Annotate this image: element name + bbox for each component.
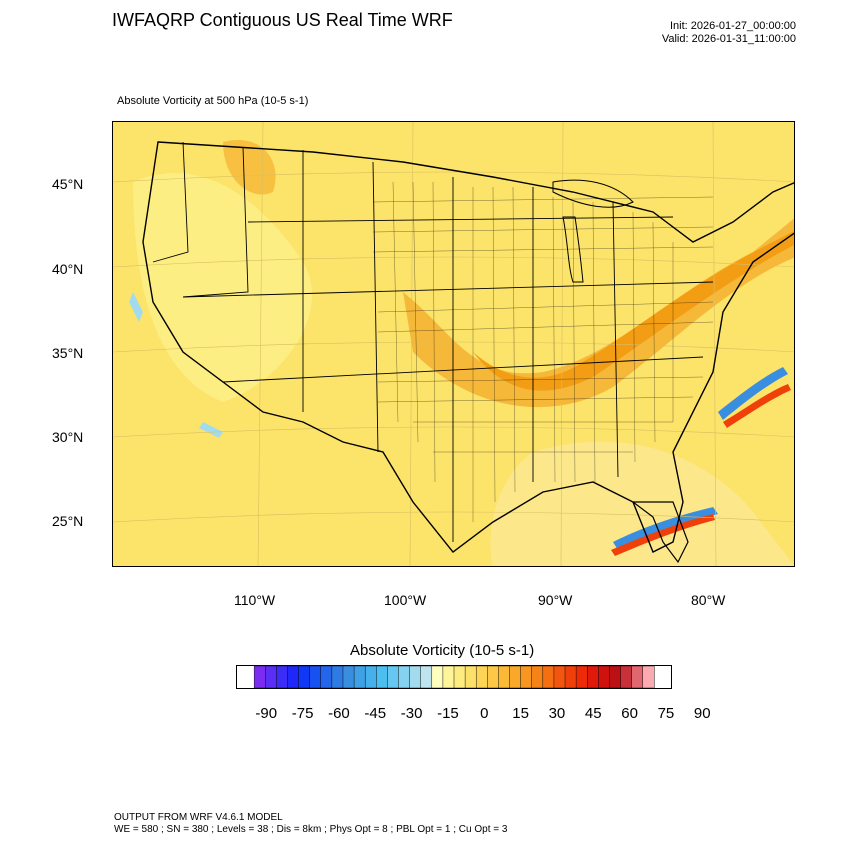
lon-label-110: 110°W bbox=[234, 592, 276, 608]
county-boundaries bbox=[372, 181, 714, 522]
lon-label-100: 100°W bbox=[384, 592, 427, 608]
colorbar-swatch bbox=[609, 666, 622, 688]
colorbar-swatch bbox=[642, 666, 655, 688]
model-settings: WE = 580 ; SN = 380 ; Levels = 38 ; Dis … bbox=[114, 824, 508, 835]
colorbar-swatch bbox=[342, 666, 355, 688]
colorbar-tick-label: -90 bbox=[255, 705, 278, 722]
colorbar-swatch bbox=[331, 666, 344, 688]
colorbar-swatch bbox=[309, 666, 322, 688]
vorticity-map bbox=[112, 121, 795, 567]
lat-label-40: 40°N bbox=[52, 261, 84, 277]
colorbar-swatch bbox=[320, 666, 333, 688]
colorbar-tick-label: 60 bbox=[621, 705, 638, 722]
colorbar-tick-label: 75 bbox=[657, 705, 675, 722]
plot-title: IWFAQRP Contiguous US Real Time WRF bbox=[112, 10, 453, 30]
map-canvas bbox=[113, 122, 794, 566]
vorticity-core bbox=[473, 231, 794, 391]
colorbar-swatch bbox=[442, 666, 455, 688]
positive-vorticity-streak bbox=[611, 514, 715, 556]
colorbar-tick-label: 30 bbox=[548, 705, 566, 722]
colorbar-swatch bbox=[387, 666, 400, 688]
great-lakes bbox=[552, 179, 634, 208]
colorbar-swatch bbox=[598, 666, 611, 688]
init-time: Init: 2026-01-27_00:00:00 bbox=[670, 20, 796, 32]
colorbar-swatch bbox=[620, 666, 633, 688]
colorbar-swatch bbox=[509, 666, 522, 688]
pacific-streak bbox=[129, 292, 143, 322]
colorbar-swatch bbox=[520, 666, 533, 688]
colorbar-swatch bbox=[586, 666, 600, 688]
colorbar-swatch bbox=[631, 666, 644, 688]
colorbar-swatch bbox=[498, 666, 511, 688]
lake-michigan bbox=[562, 216, 584, 283]
colorbar-tick-label: -60 bbox=[328, 705, 350, 722]
colorbar-swatch bbox=[276, 666, 289, 688]
colorbar-tick-label: 45 bbox=[584, 705, 602, 722]
lat-label-25: 25°N bbox=[52, 513, 84, 529]
colorbar-tick-label: 15 bbox=[512, 705, 529, 722]
lon-label-90: 90°W bbox=[538, 592, 573, 608]
colorbar-swatch bbox=[487, 666, 500, 688]
colorbar-swatch bbox=[398, 666, 411, 688]
colorbar-tick-label: -15 bbox=[437, 705, 459, 722]
lon-label-80: 80°W bbox=[691, 592, 726, 608]
colorbar-swatch bbox=[553, 666, 566, 688]
colorbar-swatch bbox=[475, 666, 488, 688]
colorbar-tick-label: -30 bbox=[400, 705, 423, 722]
colorbar-swatch bbox=[376, 666, 389, 688]
colorbar-swatch bbox=[353, 666, 366, 688]
desert-streak bbox=[199, 422, 223, 438]
colorbar-title: Absolute Vorticity (10-5 s-1) bbox=[350, 642, 535, 659]
colorbar-swatch bbox=[431, 666, 444, 688]
colorbar-swatch bbox=[542, 666, 555, 688]
colorbar-swatch bbox=[265, 666, 278, 688]
florida-peninsula bbox=[631, 501, 689, 564]
model-info: OUTPUT FROM WRF V4.6.1 MODEL bbox=[114, 812, 283, 823]
colorbar-tick-label: 0 bbox=[480, 705, 489, 722]
lat-label-35: 35°N bbox=[52, 345, 84, 361]
colorbar-tick-label: -45 bbox=[364, 705, 387, 722]
colorbar-swatch bbox=[531, 666, 544, 688]
country-outline bbox=[142, 141, 794, 553]
gulf-region bbox=[490, 441, 794, 566]
lat-label-30: 30°N bbox=[52, 429, 84, 445]
colorbar bbox=[236, 665, 672, 689]
atlantic-streak-red bbox=[723, 384, 791, 428]
colorbar-tick-label: 90 bbox=[693, 705, 711, 722]
state-boundaries bbox=[152, 141, 714, 542]
lat-label-45: 45°N bbox=[52, 176, 84, 192]
colorbar-swatch bbox=[409, 666, 422, 688]
colorbar-swatch bbox=[298, 666, 311, 688]
colorbar-swatch bbox=[287, 666, 300, 688]
colorbar-tick-label: -75 bbox=[291, 705, 314, 722]
valid-time: Valid: 2026-01-31_11:00:00 bbox=[661, 33, 796, 45]
colorbar-swatch bbox=[253, 666, 266, 688]
colorbar-swatch bbox=[564, 666, 577, 688]
colorbar-swatch bbox=[364, 666, 377, 688]
field-title: Absolute Vorticity at 500 hPa (10-5 s-1) bbox=[117, 95, 309, 107]
colorbar-swatch bbox=[464, 666, 477, 688]
atlantic-streak-blue bbox=[718, 367, 788, 420]
colorbar-swatch bbox=[453, 666, 466, 688]
colorbar-swatch bbox=[575, 666, 588, 688]
colorbar-swatch bbox=[420, 666, 433, 688]
